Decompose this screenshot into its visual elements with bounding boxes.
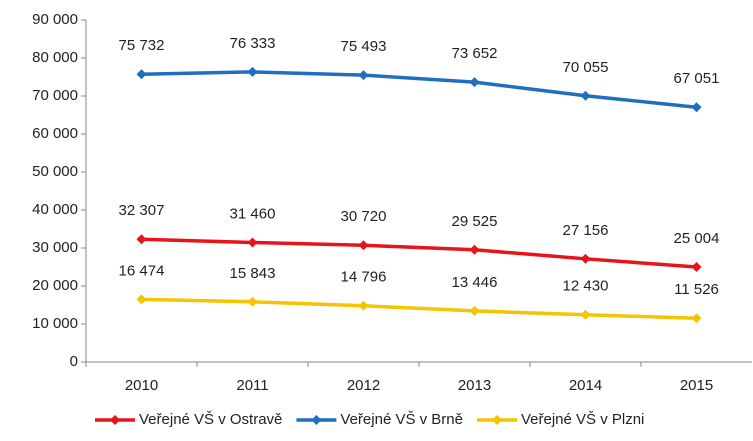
data-label: 14 796 — [341, 269, 387, 286]
data-label: 29 525 — [452, 213, 498, 230]
data-label: 75 493 — [341, 38, 387, 55]
data-label: 11 526 — [674, 281, 719, 298]
x-tick-label: 2013 — [458, 377, 491, 394]
y-tick-label: 80 000 — [32, 49, 78, 66]
data-point — [691, 313, 702, 324]
x-tick-label: 2015 — [680, 377, 713, 394]
data-point — [469, 77, 480, 88]
data-point — [136, 234, 147, 245]
series-line — [141, 297, 697, 320]
data-label: 75 732 — [119, 37, 165, 54]
data-point — [358, 240, 369, 251]
series-line — [141, 70, 697, 109]
data-point — [691, 261, 702, 272]
data-label: 25 004 — [674, 230, 720, 247]
data-label: 15 843 — [230, 265, 276, 282]
legend-label: Veřejné VŠ v Ostravě — [139, 411, 282, 428]
data-label: 13 446 — [452, 274, 498, 291]
x-tick-label: 2012 — [347, 377, 380, 394]
y-tick-label: 30 000 — [32, 239, 78, 256]
data-point — [136, 69, 147, 80]
y-tick-label: 40 000 — [32, 201, 78, 218]
data-point — [469, 244, 480, 255]
data-label: 70 055 — [563, 59, 609, 76]
data-point — [247, 237, 258, 248]
data-point — [580, 309, 591, 320]
y-tick-label: 70 000 — [32, 87, 78, 104]
data-label: 67 051 — [674, 70, 720, 87]
y-tick-label: 60 000 — [32, 125, 78, 142]
data-label: 12 430 — [563, 278, 609, 295]
data-point — [358, 70, 369, 81]
data-point — [691, 102, 702, 113]
data-point — [580, 253, 591, 264]
data-label: 16 474 — [119, 262, 165, 279]
data-label: 73 652 — [452, 45, 498, 62]
x-tick-label: 2010 — [125, 377, 158, 394]
x-tick-label: 2011 — [236, 377, 268, 394]
data-label: 27 156 — [563, 222, 609, 239]
legend-marker — [311, 415, 322, 425]
legend-marker — [491, 415, 502, 425]
data-point — [247, 66, 258, 77]
y-tick-label: 50 000 — [32, 163, 78, 180]
data-point — [247, 296, 258, 307]
legend-label: Veřejné VŠ v Brně — [340, 411, 463, 428]
data-label: 30 720 — [341, 208, 387, 225]
legend-marker — [110, 415, 120, 425]
data-label: 76 333 — [230, 35, 276, 52]
y-tick-label: 10 000 — [32, 315, 78, 332]
data-point — [136, 294, 147, 305]
y-tick-label: 0 — [70, 353, 78, 370]
series-line — [141, 237, 697, 269]
data-point — [580, 90, 591, 101]
data-point — [469, 305, 480, 316]
y-tick-label: 20 000 — [32, 277, 78, 294]
data-point — [358, 300, 369, 311]
legend-label: Veřejné VŠ v Plzni — [521, 411, 644, 428]
x-tick-label: 2014 — [569, 377, 602, 394]
data-label: 31 460 — [230, 205, 276, 222]
data-label: 32 307 — [119, 202, 165, 219]
y-tick-label: 90 000 — [32, 11, 78, 28]
